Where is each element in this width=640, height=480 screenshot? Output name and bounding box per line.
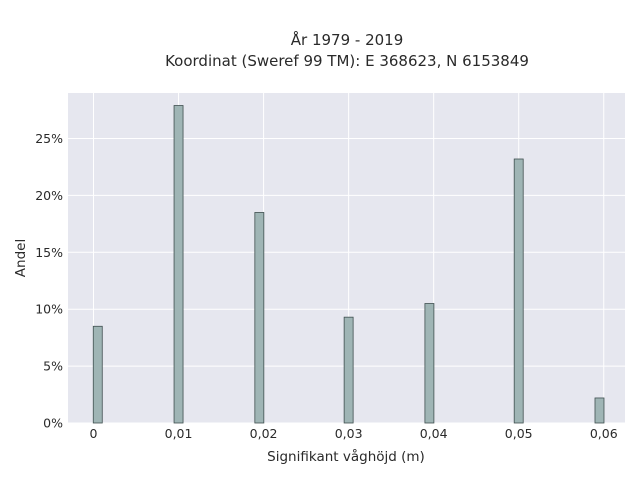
x-tick-label: 0,04 — [420, 426, 448, 441]
y-axis-label: Andel — [13, 239, 29, 277]
y-tick-labels: 0% 5% 10% 15% 20% 25% — [35, 131, 63, 430]
bar — [343, 316, 354, 424]
x-tick-label: 0,06 — [590, 426, 618, 441]
y-tick-label: 5% — [43, 359, 63, 374]
x-tick-labels: 0 0,01 0,02 0,03 0,04 0,05 0,06 — [90, 426, 618, 441]
y-tick-label: 0% — [43, 416, 63, 431]
chart-title-line2: Koordinat (Sweref 99 TM): E 368623, N 61… — [165, 52, 529, 70]
x-axis-label: Signifikant våghöjd (m) — [267, 448, 425, 465]
bar — [254, 212, 265, 424]
y-tick-label: 20% — [35, 188, 63, 203]
bars — [92, 105, 605, 424]
y-tick-label: 25% — [35, 131, 63, 146]
y-tick-label: 10% — [35, 302, 63, 317]
x-tick-label: 0,01 — [165, 426, 193, 441]
bar — [92, 325, 103, 424]
bar — [173, 105, 184, 424]
x-tick-label: 0 — [90, 426, 98, 441]
x-tick-label: 0,02 — [250, 426, 278, 441]
bar — [424, 303, 435, 424]
x-tick-label: 0,05 — [505, 426, 533, 441]
chart-title-line1: År 1979 - 2019 — [291, 30, 404, 49]
bar — [513, 158, 524, 424]
bar — [594, 397, 605, 424]
x-tick-label: 0,03 — [335, 426, 363, 441]
y-tick-label: 15% — [35, 245, 63, 260]
